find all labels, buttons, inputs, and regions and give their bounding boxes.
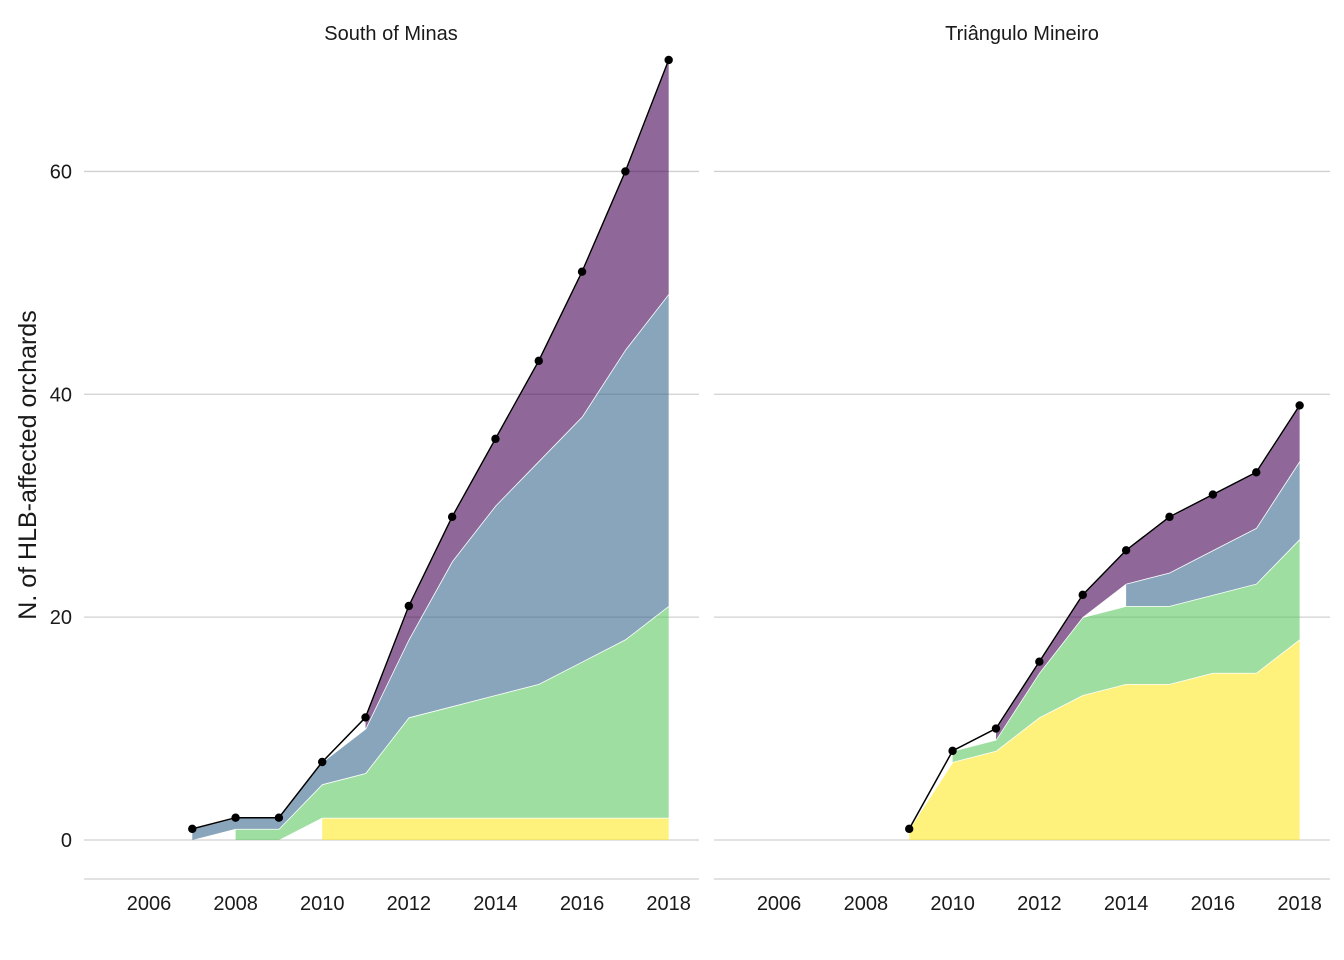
total-point (188, 824, 197, 834)
panel-triangulo-mineiro: Triângulo Mineiro 2006 2008 2010 2012 2014 20… (714, 23, 1330, 915)
area-layer-2 (1126, 461, 1300, 606)
y-axis-label: N. of HLB-affected orchards (14, 310, 42, 619)
total-point (948, 746, 957, 756)
total-point (231, 813, 240, 822)
total-point (274, 813, 284, 822)
y-tick-label: 40 (50, 384, 72, 406)
y-tick-label: 60 (50, 161, 72, 183)
y-tick-label: 20 (50, 607, 72, 629)
x-tick-label: 2018 (646, 893, 691, 915)
total-point (1035, 657, 1044, 666)
total-point (491, 434, 500, 444)
x-tick-label: 2012 (387, 893, 432, 915)
total-point (577, 267, 587, 276)
area-layer-2 (192, 294, 669, 840)
total-point (1165, 512, 1174, 522)
x-tick-label: 2008 (844, 893, 889, 915)
total-point (1208, 490, 1218, 499)
x-tick-label: 2018 (1277, 893, 1322, 915)
total-point (991, 724, 1001, 733)
area-layer-1 (952, 539, 1300, 762)
area-layer-1 (235, 606, 669, 840)
total-point (664, 55, 673, 65)
total-point (1121, 546, 1131, 555)
x-tick-label: 2010 (300, 893, 345, 915)
area-layer-0 (909, 639, 1300, 840)
total-point (361, 713, 370, 722)
total-point (534, 356, 543, 366)
total-point (318, 757, 327, 767)
panel-title: Triângulo Mineiro (945, 23, 1099, 45)
total-line (908, 405, 1301, 830)
x-tick-label: 2014 (473, 893, 518, 915)
x-tick-label: 2010 (930, 893, 975, 915)
total-point (905, 824, 914, 834)
x-tick-label: 2008 (213, 893, 258, 915)
x-tick-label: 2006 (757, 893, 802, 915)
area-layer-3 (995, 405, 1300, 740)
total-point (1252, 468, 1261, 477)
x-tick-label: 2006 (127, 893, 172, 915)
panel-south-of-minas: South of Minas 2006 2008 2010 2012 2014 2016 2… (50, 23, 699, 915)
y-tick-label: 0 (61, 830, 72, 852)
area-layer-3 (365, 60, 669, 729)
total-point (447, 512, 457, 522)
total-point (621, 167, 630, 176)
total-point (1078, 590, 1087, 600)
total-point (1295, 401, 1304, 410)
x-tick-label: 2016 (560, 893, 605, 915)
panel-title: South of Minas (324, 23, 457, 45)
x-tick-label: 2016 (1191, 893, 1236, 915)
area-layer-0 (322, 817, 669, 840)
total-point (404, 601, 414, 611)
x-tick-label: 2014 (1104, 893, 1149, 915)
x-tick-label: 2012 (1017, 893, 1062, 915)
total-line (192, 59, 670, 830)
